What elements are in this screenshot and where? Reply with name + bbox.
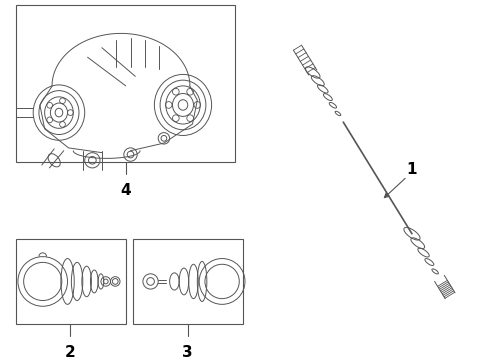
Bar	[133, 239, 243, 324]
Text: 1: 1	[407, 162, 417, 177]
Text: 4: 4	[121, 183, 131, 198]
Text: 3: 3	[182, 345, 193, 360]
Bar	[16, 5, 236, 162]
Text: 2: 2	[65, 345, 76, 360]
Bar	[16, 239, 126, 324]
